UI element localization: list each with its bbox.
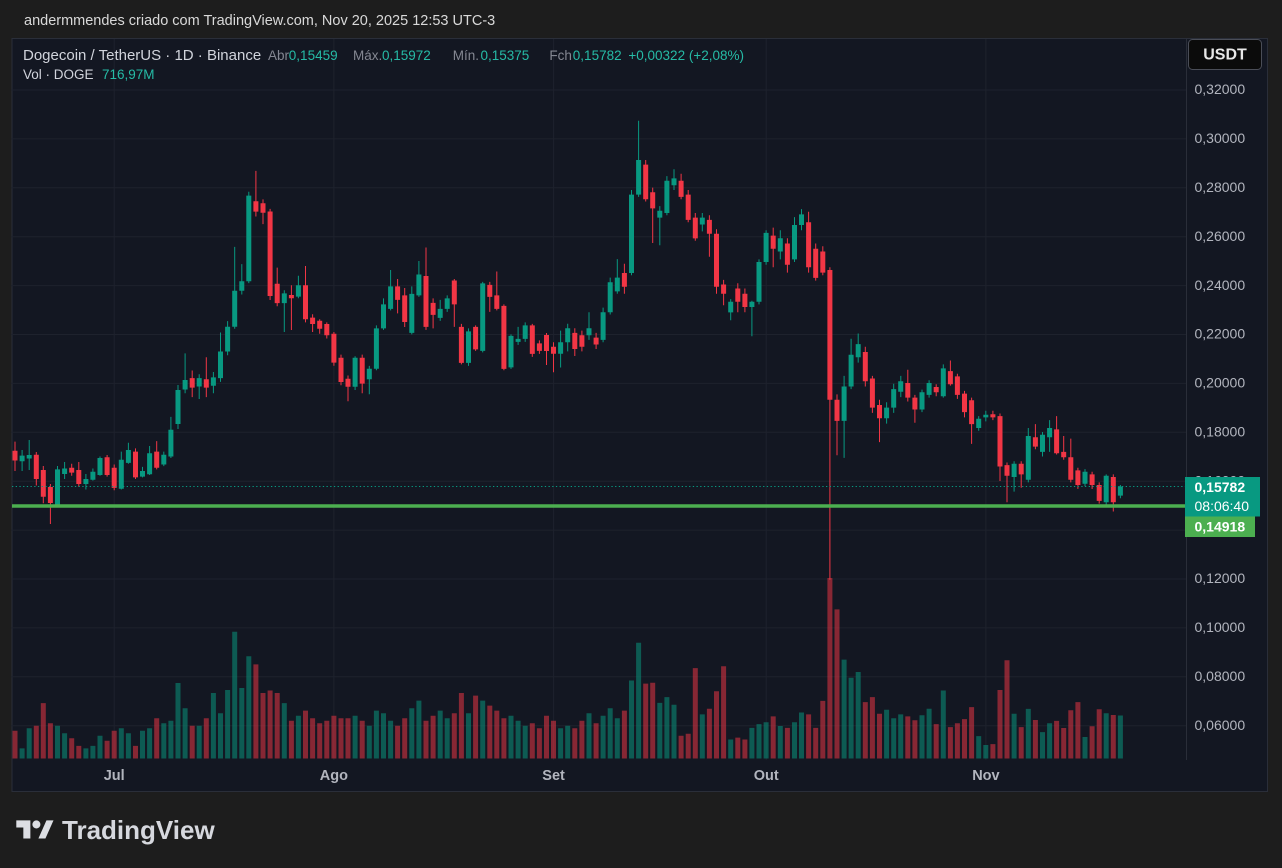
svg-text:0,14918: 0,14918 [1195, 519, 1246, 535]
svg-text:0,15972: 0,15972 [382, 48, 431, 63]
svg-text:TradingView: TradingView [62, 815, 215, 845]
svg-text:Jul: Jul [104, 768, 125, 784]
svg-text:0,10000: 0,10000 [1195, 619, 1246, 635]
svg-text:0,15782: 0,15782 [573, 48, 622, 63]
svg-text:0,18000: 0,18000 [1195, 424, 1246, 440]
svg-text:0,20000: 0,20000 [1195, 375, 1246, 391]
svg-text:0,15782: 0,15782 [1195, 479, 1246, 495]
svg-text:Out: Out [754, 768, 779, 784]
svg-text:0,15459: 0,15459 [289, 48, 338, 63]
svg-text:0,06000: 0,06000 [1195, 717, 1246, 733]
svg-text:0,30000: 0,30000 [1195, 130, 1246, 146]
svg-text:0,12000: 0,12000 [1195, 570, 1246, 586]
svg-text:0,26000: 0,26000 [1195, 228, 1246, 244]
svg-text:Vol · DOGE: Vol · DOGE [23, 67, 94, 82]
svg-text:Set: Set [542, 768, 565, 784]
svg-text:716,97M: 716,97M [102, 67, 155, 82]
svg-text:USDT: USDT [1203, 47, 1247, 64]
svg-text:08:06:40: 08:06:40 [1195, 498, 1250, 514]
svg-text:0,08000: 0,08000 [1195, 668, 1246, 684]
svg-text:0,32000: 0,32000 [1195, 81, 1246, 97]
svg-text:0,15375: 0,15375 [481, 48, 530, 63]
svg-text:0,22000: 0,22000 [1195, 326, 1246, 342]
svg-text:0,28000: 0,28000 [1195, 179, 1246, 195]
svg-text:0,24000: 0,24000 [1195, 277, 1246, 293]
svg-text:andermmendes criado com Tradin: andermmendes criado com TradingView.com,… [24, 13, 495, 29]
svg-text:+0,00322 (+2,08%): +0,00322 (+2,08%) [628, 48, 744, 63]
svg-text:Máx.: Máx. [353, 48, 382, 63]
svg-text:Mín.: Mín. [453, 48, 479, 63]
svg-text:Nov: Nov [972, 768, 999, 784]
svg-text:Fch: Fch [549, 48, 572, 63]
svg-text:Abr: Abr [268, 48, 290, 63]
svg-text:Dogecoin / TetherUS · 1D · Bin: Dogecoin / TetherUS · 1D · Binance [23, 47, 261, 64]
svg-text:Ago: Ago [320, 768, 348, 784]
